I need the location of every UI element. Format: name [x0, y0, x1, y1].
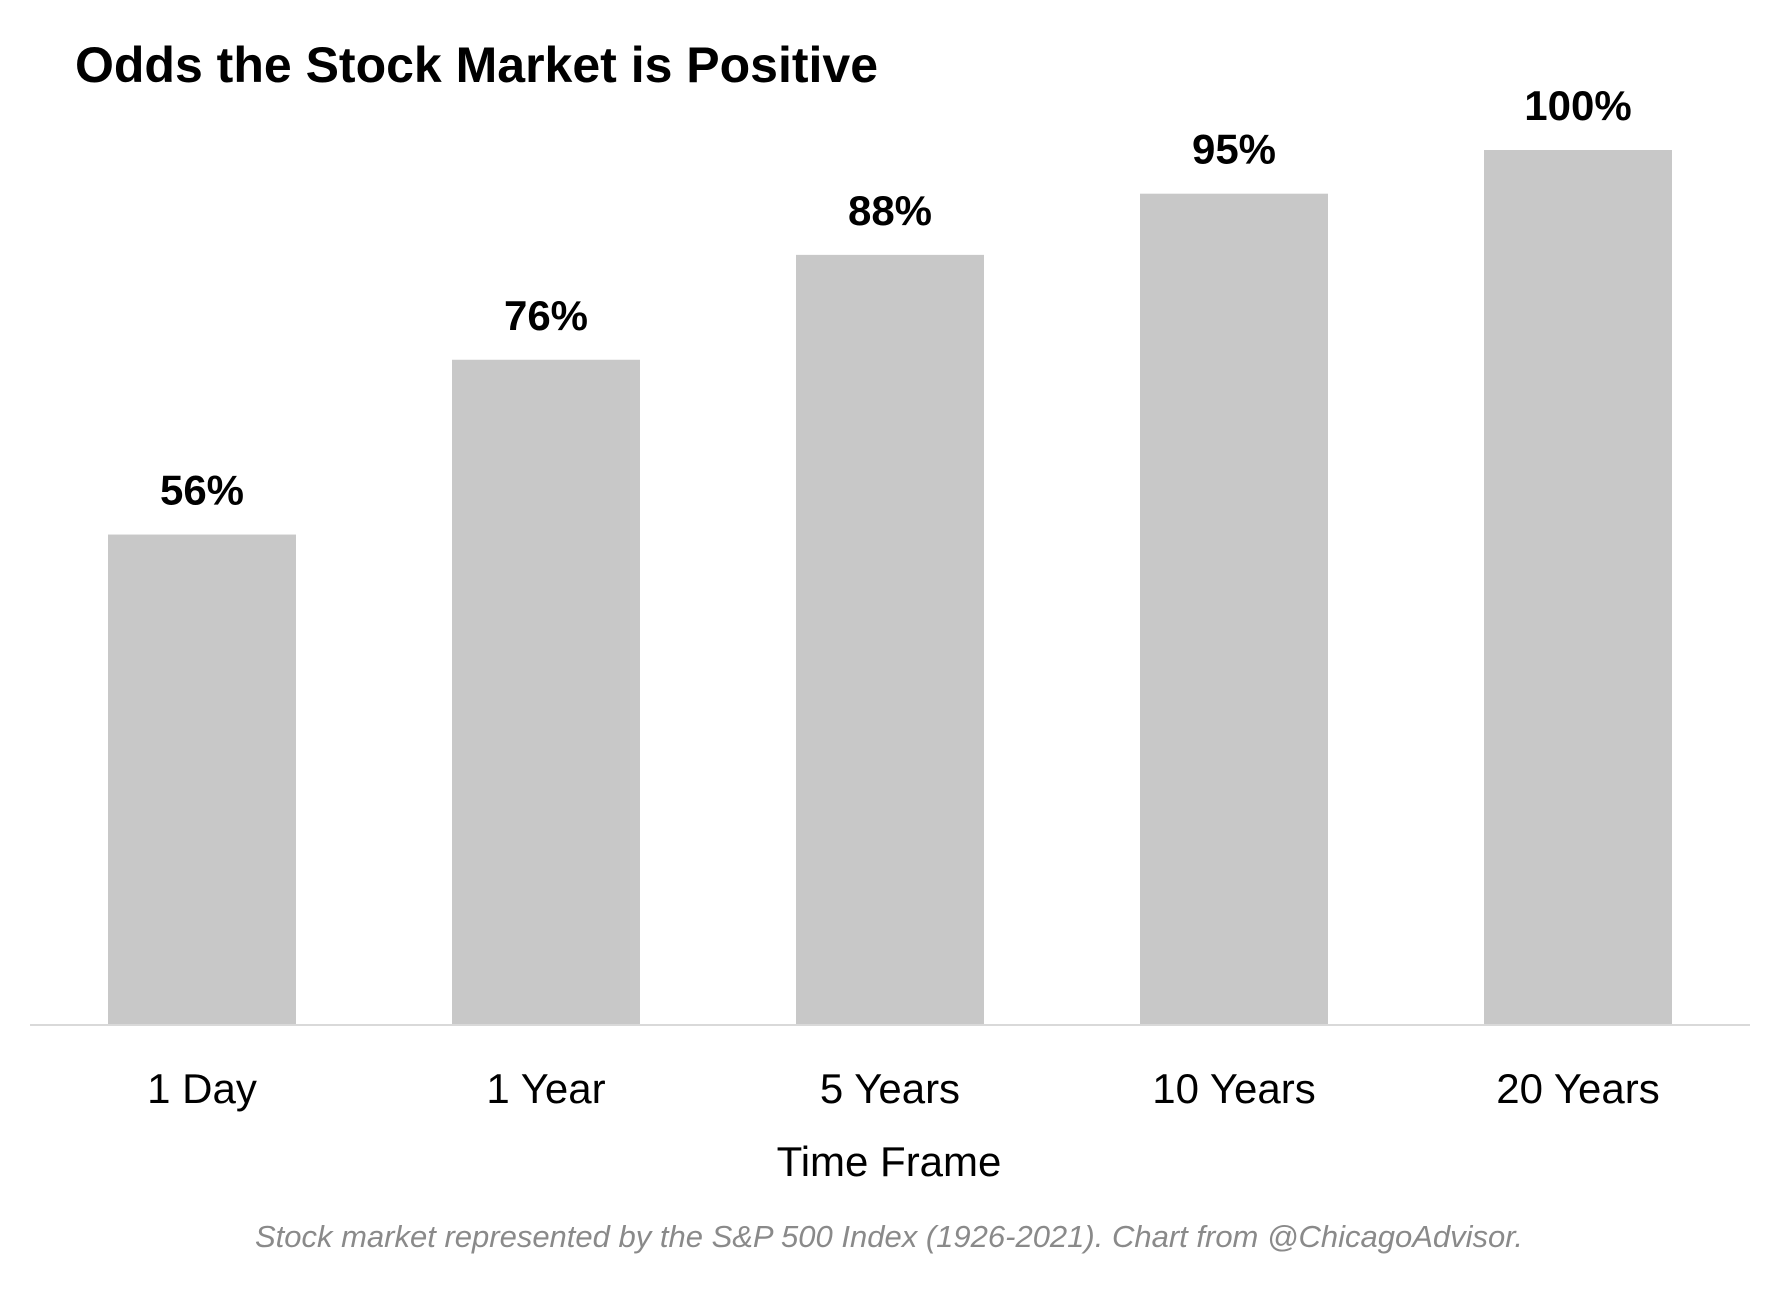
- value-label-4: 100%: [1524, 82, 1631, 129]
- tick-label-0: 1 Day: [147, 1065, 257, 1112]
- tick-label-2: 5 Years: [820, 1065, 960, 1112]
- bars-group: [108, 150, 1672, 1024]
- value-label-3: 95%: [1192, 126, 1276, 173]
- tick-labels-group: 1 Day 1 Year 5 Years 10 Years 20 Years: [147, 1065, 1660, 1112]
- chart-title: Odds the Stock Market is Positive: [75, 37, 878, 93]
- value-label-0: 56%: [160, 467, 244, 514]
- bar-1: [452, 359, 640, 1024]
- x-axis-title: Time Frame: [777, 1138, 1002, 1185]
- value-label-1: 76%: [504, 292, 588, 339]
- value-labels-group: 56% 76% 88% 95% 100%: [160, 82, 1632, 514]
- bar-4: [1484, 150, 1672, 1024]
- bar-3: [1140, 193, 1328, 1024]
- footnote: Stock market represented by the S&P 500 …: [255, 1219, 1523, 1254]
- bar-0: [108, 534, 296, 1024]
- bar-2: [796, 254, 984, 1024]
- tick-label-4: 20 Years: [1496, 1065, 1660, 1112]
- tick-label-3: 10 Years: [1152, 1065, 1316, 1112]
- value-label-2: 88%: [848, 187, 932, 234]
- tick-label-1: 1 Year: [486, 1065, 605, 1112]
